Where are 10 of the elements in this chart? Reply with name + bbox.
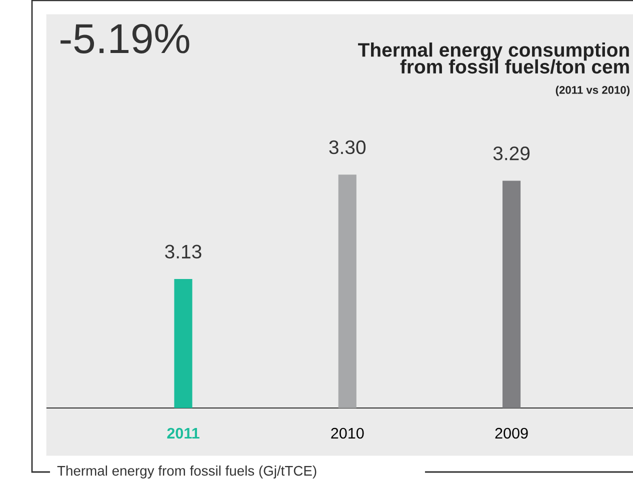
data-label: 3.30 xyxy=(329,140,366,154)
text: (2011 vs 2010) xyxy=(556,86,630,96)
x-tick-label: 2010 xyxy=(331,428,364,439)
x-tick-label: 2009 xyxy=(495,428,528,439)
text: Thermal energy consumption from fossil fuels/ton cem xyxy=(358,42,629,74)
text: Thermal energy from fossil fuels (Gj/tTCE) xyxy=(57,466,316,478)
x-tick-label: 2011 xyxy=(167,428,200,439)
data-label: 3.13 xyxy=(165,244,202,259)
data-label: 3.29 xyxy=(493,146,530,160)
annotation: -5.19% xyxy=(60,24,190,54)
